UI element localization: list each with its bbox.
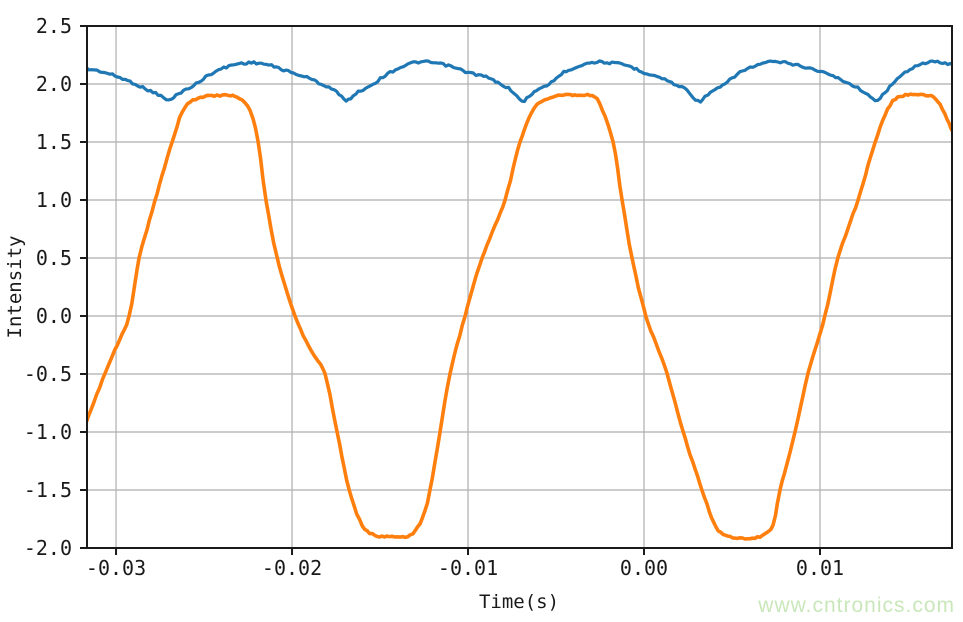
y-tick-label: -0.5 bbox=[24, 362, 72, 386]
y-tick-label: 0.5 bbox=[36, 246, 72, 270]
plot-area-frame bbox=[86, 25, 953, 549]
y-tick-label: -1.0 bbox=[24, 420, 72, 444]
tick-layer bbox=[80, 25, 822, 555]
x-tick-label: -0.03 bbox=[86, 556, 146, 580]
y-tick-label: 1.5 bbox=[36, 130, 72, 154]
y-tick-label: -2.0 bbox=[24, 536, 72, 560]
watermark: www.cntronics.com bbox=[758, 594, 955, 617]
x-axis-label: Time(s) bbox=[479, 591, 559, 613]
x-tick-label: -0.02 bbox=[262, 556, 322, 580]
y-tick-label: 2.0 bbox=[36, 72, 72, 96]
x-tick-label: 0.00 bbox=[620, 556, 668, 580]
grid-layer bbox=[87, 26, 952, 548]
blue-trace-line bbox=[87, 59, 952, 104]
y-tick-label: 1.0 bbox=[36, 188, 72, 212]
x-tick-label: 0.01 bbox=[796, 556, 844, 580]
tick-label-layer: -0.03 -0.02 -0.01 0.00 0.01 2.5 2.0 1.5 1.0 0.5 0.… bbox=[24, 14, 844, 580]
series-layer bbox=[87, 59, 952, 541]
x-tick-label: -0.01 bbox=[438, 556, 498, 580]
y-tick-label: 0.0 bbox=[36, 304, 72, 328]
y-tick-label: -1.5 bbox=[24, 478, 72, 502]
y-tick-label: 2.5 bbox=[36, 14, 72, 38]
y-axis-label: Intensity bbox=[4, 236, 26, 339]
orange-trace-line bbox=[87, 92, 952, 541]
